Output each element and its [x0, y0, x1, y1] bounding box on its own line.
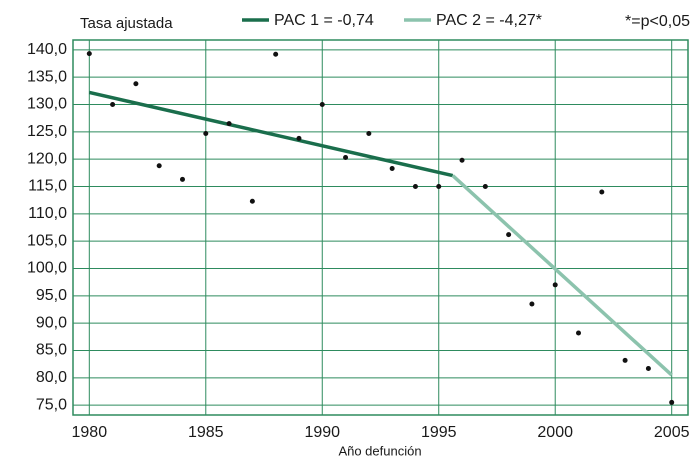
data-point [343, 155, 349, 161]
data-point [86, 51, 92, 57]
legend-label: PAC 2 = -4,27* [436, 12, 542, 29]
data-point [482, 184, 488, 190]
plot-frame [72, 39, 689, 416]
y-tick-label: 110,0 [28, 205, 67, 222]
x-tick-label: 1985 [188, 424, 224, 441]
data-point [436, 184, 442, 190]
trend-line [451, 174, 673, 377]
data-point [622, 357, 628, 363]
data-point [459, 157, 465, 163]
x-tick-label: 1995 [421, 424, 457, 441]
data-point [645, 366, 651, 372]
y-tick-label: 90,0 [36, 314, 67, 331]
y-tick-label: 100,0 [27, 260, 67, 277]
x-tick-label: 2005 [654, 424, 690, 441]
y-tick-label: 105,0 [27, 232, 67, 249]
data-point [179, 176, 185, 182]
y-tick-label: 95,0 [36, 287, 67, 304]
data-point [296, 135, 302, 141]
data-point [366, 130, 372, 136]
trend-line [88, 90, 454, 178]
y-tick-label: 85,0 [36, 342, 67, 359]
legend-label: PAC 1 = -0,74 [274, 12, 374, 29]
data-point [156, 163, 162, 169]
y-tick-label: 120,0 [27, 150, 67, 167]
data-point [412, 184, 418, 190]
y-tick-label: 140,0 [27, 41, 67, 58]
x-tick-label: 1980 [72, 424, 108, 441]
data-point [389, 165, 395, 171]
annotation: *=p<0,05 [625, 13, 690, 30]
data-point [110, 102, 116, 108]
y-tick-label: 125,0 [27, 123, 67, 140]
data-point [669, 399, 675, 405]
y-tick-label: 135,0 [27, 68, 67, 85]
data-point [133, 81, 139, 87]
data-point [599, 189, 605, 195]
y-axis-label: Tasa ajustada [80, 15, 173, 32]
y-tick-label: 115,0 [28, 178, 67, 195]
data-point [226, 121, 232, 127]
x-tick-label: 2000 [537, 424, 573, 441]
data-point [249, 198, 255, 204]
data-point [552, 282, 558, 288]
data-point [203, 130, 209, 136]
y-tick-label: 75,0 [36, 396, 67, 413]
y-tick-label: 80,0 [36, 369, 67, 386]
data-point [576, 330, 582, 336]
data-point [506, 232, 512, 238]
y-tick-label: 130,0 [27, 96, 67, 113]
x-tick-label: 1990 [304, 424, 340, 441]
data-point [273, 51, 279, 57]
data-point [529, 301, 535, 307]
data-point [319, 102, 325, 108]
x-axis-label: Año defunción [338, 443, 421, 458]
